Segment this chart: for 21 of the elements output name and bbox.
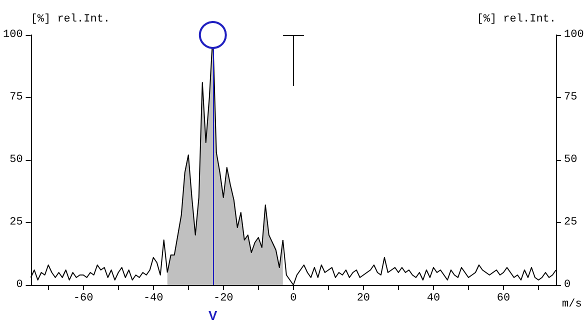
y-tick-label: 100 [2, 29, 23, 41]
x-tick-label: 20 [356, 292, 370, 304]
x-axis-title: m/s [562, 298, 582, 310]
x-tick-label: 40 [426, 292, 440, 304]
x-tick-label: -60 [73, 292, 94, 304]
x-tick-label: 0 [290, 292, 297, 304]
y-tick-label: 0 [16, 279, 23, 291]
x-tick-label: -20 [213, 292, 234, 304]
x-tick-label: 60 [496, 292, 510, 304]
y-axis-title: [%] rel.Int. [30, 14, 110, 26]
y2-tick-label: 25 [564, 216, 578, 228]
ref-line-label: V [208, 308, 218, 323]
x-tick-label: -40 [143, 292, 164, 304]
y-tick-label: 25 [10, 216, 23, 228]
y2-tick-label: 75 [564, 92, 578, 104]
y-tick-label: 50 [10, 154, 23, 166]
y2-tick-label: 50 [564, 154, 578, 166]
y2-axis-title: [%] rel.Int. [476, 14, 556, 26]
y2-tick-label: 100 [564, 29, 584, 41]
y-tick-label: 75 [10, 92, 23, 104]
y2-tick-label: 0 [564, 279, 571, 291]
